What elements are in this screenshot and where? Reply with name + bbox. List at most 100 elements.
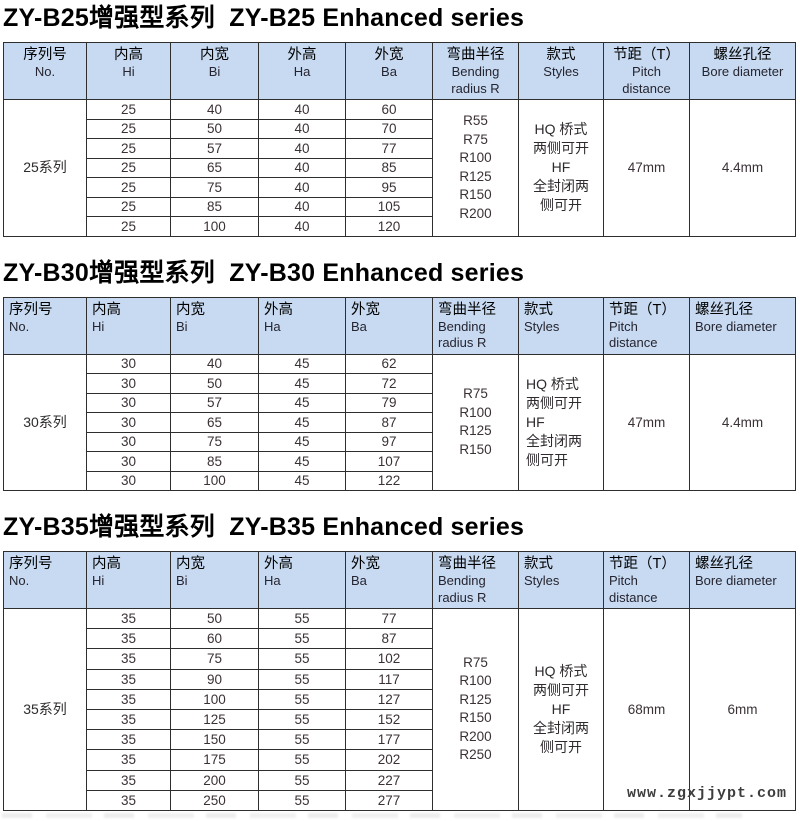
value-cell: 45 [258, 470, 346, 491]
column-header-en: No. [34, 64, 56, 79]
value-cell: 30 [86, 353, 171, 374]
column-header: 外宽 Ba [345, 42, 433, 100]
value-cell: 30 [86, 451, 171, 472]
column-header-zh: 内宽 [176, 301, 205, 318]
section-title: ZY-B35增强型系列 ZY-B35 Enhanced series [3, 513, 525, 541]
table-head: 序列号 No. 内高 Hi 内宽 Bi 外高 Ha 外宽 Ba 弯曲半径 Bending radius… [3, 296, 796, 355]
value-cell: 200 [170, 769, 259, 791]
column-header-zh: 外高 [287, 47, 317, 63]
bore-cell: 4.4mm [689, 99, 796, 237]
column-header: 内宽 Bi [170, 296, 259, 355]
table-row: 25 75 40 95 [4, 177, 796, 198]
value-cell: 45 [258, 353, 346, 374]
value-cell: 72 [345, 373, 433, 394]
value-cell: 152 [345, 708, 433, 731]
value-cell: 35 [86, 708, 171, 731]
value-cell: 55 [258, 749, 346, 771]
table-body: 30系列 30 40 45 62 R75 R100 R125 R150 HQ 桥式 两侧可开… [3, 353, 796, 491]
value-cell: 277 [345, 789, 433, 811]
value-cell: 70 [345, 118, 433, 139]
column-header-en: Hi [92, 318, 105, 334]
series-label-cell: 35系列 [3, 608, 87, 811]
column-header: 内高 Hi [86, 42, 171, 100]
column-header-en: Ha [264, 318, 281, 334]
column-header-en: Bore diameter [701, 64, 784, 79]
table-row: 35系列 35 50 55 77 R75 R100 R125 R150 R200 R250… [3, 607, 796, 811]
value-cell: 35 [86, 749, 171, 771]
column-header: 内高 Hi [86, 296, 171, 355]
value-cell: 57 [170, 138, 259, 159]
column-header: 外宽 Ba [345, 296, 433, 355]
column-header-en: Pitch distance [622, 64, 671, 96]
column-header-en: Bi [176, 318, 188, 334]
column-header-en: Hi [92, 573, 105, 588]
pitch-cell: 68mm [603, 608, 690, 811]
styles-cell: HQ 桥式 两侧可开 HF 全封闭两 侧可开 [518, 353, 604, 491]
column-header-zh: 序列号 [9, 301, 53, 318]
value-cell: 65 [170, 412, 259, 433]
value-cell: 25 [86, 196, 171, 217]
series-section: ZY-B30增强型系列 ZY-B30 Enhanced series 序列号 No.… [3, 258, 800, 492]
value-cell: 95 [345, 177, 433, 198]
column-header: 内高 Hi [86, 551, 171, 609]
column-header: 节距（T） Pitch distance [603, 551, 690, 609]
value-cell: 50 [170, 118, 259, 139]
value-cell: 60 [345, 99, 433, 120]
column-header: 外高 Ha [258, 42, 346, 100]
column-header: 外高 Ha [258, 551, 346, 609]
series-label-cell: 25系列 [3, 99, 87, 237]
column-header-en: Bending radius R [451, 64, 500, 96]
column-header-zh: 弯曲半径 [438, 301, 496, 318]
table-row: 30系列 30 40 45 62 R75 R100 R125 R150 HQ 桥式 两侧可开… [3, 353, 796, 491]
column-header-zh: 外宽 [374, 47, 404, 63]
value-cell: 45 [258, 392, 346, 413]
table-row: 30 75 45 97 [4, 431, 796, 452]
value-cell: 87 [345, 628, 433, 650]
value-cell: 57 [170, 392, 259, 413]
value-cell: 125 [170, 708, 259, 731]
value-cell: 55 [258, 708, 346, 731]
value-cell: 102 [345, 648, 433, 670]
column-header-en: Styles [524, 573, 560, 588]
value-cell: 45 [258, 373, 346, 394]
value-cell: 87 [345, 412, 433, 433]
watermark-url: www.zgxjjypt.com [627, 785, 788, 802]
value-cell: 75 [170, 177, 259, 198]
bending-radius-cell: R55 R75 R100 R125 R150 R200 [432, 99, 519, 237]
column-header-en: Hi [122, 64, 135, 79]
column-header-en: Bending radius R [438, 573, 487, 605]
value-cell: 35 [86, 688, 171, 710]
value-cell: 40 [170, 99, 259, 120]
value-cell: 175 [170, 749, 259, 771]
column-header-zh: 弯曲半径 [446, 47, 505, 63]
value-cell: 55 [258, 648, 346, 670]
value-cell: 100 [170, 470, 259, 491]
column-header-zh: 螺丝孔径 [695, 301, 753, 318]
value-cell: 55 [258, 769, 346, 791]
value-cell: 35 [86, 668, 171, 690]
value-cell: 35 [86, 648, 171, 670]
value-cell: 75 [170, 431, 259, 452]
table-row: 25系列 25 40 40 60 R55 R75 R100 R125 R150 R200 H… [3, 99, 796, 237]
value-cell: 75 [170, 648, 259, 670]
value-cell: 45 [258, 412, 346, 433]
column-header-en: Bi [176, 573, 188, 588]
column-header-en: Bending radius R [438, 318, 487, 351]
value-cell: 40 [258, 138, 346, 159]
value-cell: 202 [345, 749, 433, 771]
bore-cell: 4.4mm [689, 353, 796, 491]
value-cell: 55 [258, 607, 346, 630]
value-cell: 35 [86, 607, 171, 630]
column-header: 弯曲半径 Bending radius R [432, 42, 519, 100]
value-cell: 25 [86, 216, 171, 237]
table-row: 35 250 55 277 [4, 789, 796, 811]
column-header: 节距（T） Pitch distance [603, 296, 690, 355]
bore-cell: 6mm [689, 608, 796, 811]
value-cell: 25 [86, 118, 171, 139]
value-cell: 120 [345, 216, 433, 237]
column-header-zh: 内高 [92, 301, 121, 318]
value-cell: 62 [345, 353, 433, 374]
value-cell: 100 [170, 216, 259, 237]
column-header: 序列号 No. [3, 551, 87, 609]
value-cell: 40 [258, 99, 346, 120]
